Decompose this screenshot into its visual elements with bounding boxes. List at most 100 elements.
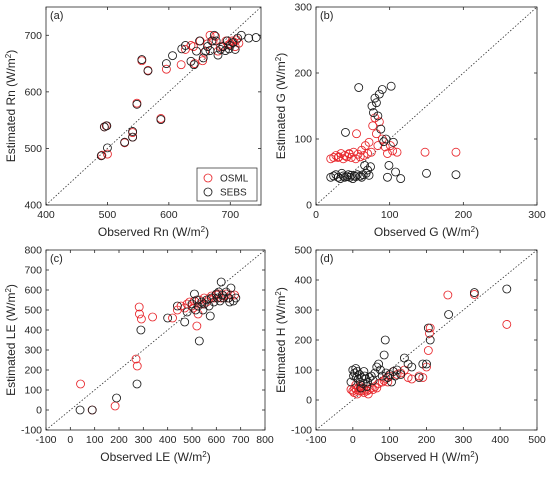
sebs-point: [379, 137, 389, 147]
y-tick-label: 100: [294, 134, 312, 146]
osml-point: [364, 137, 374, 147]
x-tick-label: 400: [491, 434, 509, 446]
sebs-point: [205, 311, 215, 321]
sebs-point: [132, 99, 142, 109]
sebs-point: [502, 284, 512, 294]
osml-point: [418, 373, 428, 382]
x-axis-label: Observed H (W/m2): [374, 450, 478, 465]
x-axis-label: Observed LE (W/m2): [100, 450, 210, 465]
osml-point: [131, 354, 141, 364]
x-tick-label: 500: [528, 434, 546, 446]
sebs-point: [161, 59, 171, 68]
sebs-point: [192, 46, 201, 56]
y-tick-label: 500: [24, 305, 42, 317]
y-axis-label: Estimated LE (W/m2): [4, 284, 19, 396]
x-tick-label: 700: [232, 434, 250, 446]
y-axis-label: Estimated G (W/m2): [274, 53, 289, 159]
x-tick-label: 0: [67, 434, 73, 446]
sebs-point: [363, 165, 372, 175]
sebs-point: [444, 310, 454, 319]
sebs-point: [112, 393, 121, 403]
x-tick-label: 400: [159, 434, 177, 446]
osml-point: [136, 314, 146, 324]
y-tick-label: 200: [294, 68, 312, 80]
sebs-point: [132, 379, 142, 389]
sebs-point: [357, 373, 367, 382]
sebs-point: [391, 167, 400, 177]
x-tick-label: 700: [222, 209, 240, 221]
osml-point: [148, 312, 158, 322]
panel-tag: (c): [50, 253, 63, 265]
sebs-point: [370, 368, 380, 378]
osml-point: [103, 149, 112, 159]
x-tick-label: 100: [381, 434, 399, 446]
sebs-point: [216, 45, 225, 54]
osml-point: [407, 374, 417, 384]
y-tick-label: 300: [24, 345, 42, 357]
sebs-point: [386, 81, 396, 91]
sebs-point: [369, 108, 378, 118]
y-tick-label: 200: [294, 335, 312, 347]
sebs-point: [374, 359, 384, 369]
sebs-point: [211, 289, 221, 299]
sebs-point: [228, 38, 238, 48]
legend-marker-osml: [203, 173, 213, 183]
osml-point: [134, 302, 144, 312]
osml-point: [368, 121, 378, 131]
osml-point: [363, 149, 372, 158]
x-tick-label: 300: [528, 209, 546, 221]
sebs-point: [380, 335, 390, 345]
x-tick-label: 200: [110, 434, 128, 446]
sebs-point: [192, 295, 202, 305]
sebs-point: [381, 368, 391, 378]
osml-point: [76, 379, 85, 389]
y-tick-label: 600: [24, 285, 42, 297]
sebs-point: [96, 151, 106, 161]
sebs-point: [195, 36, 204, 46]
x-tick-label: 100: [86, 434, 104, 446]
sebs-point: [422, 359, 431, 369]
x-tick-label: 600: [160, 209, 178, 221]
sebs-point: [128, 132, 138, 142]
sebs-point: [366, 162, 375, 172]
osml-point: [176, 60, 186, 70]
y-tick-label: 500: [294, 245, 312, 257]
sebs-point: [103, 143, 112, 153]
x-tick-label: 800: [256, 434, 274, 446]
osml-point: [340, 151, 350, 160]
osml-point: [403, 373, 413, 382]
osml-point: [388, 146, 398, 156]
sebs-point: [181, 41, 190, 50]
sebs-point: [209, 30, 219, 40]
sebs-point: [137, 55, 147, 65]
sebs-point: [205, 46, 215, 55]
y-tick-label: 600: [24, 86, 42, 98]
sebs-point: [136, 325, 146, 335]
y-tick-label: -100: [21, 425, 42, 437]
x-tick-label: 300: [455, 434, 473, 446]
sebs-point: [376, 365, 385, 375]
sebs-point: [189, 60, 199, 70]
panel-a-rn: 400 500 600 700 400 500 600 700 Observed Rn (W/m…: [4, 6, 262, 240]
x-tick-label: 300: [135, 434, 153, 446]
sebs-point: [102, 121, 112, 131]
x-tick-label: -100: [35, 434, 56, 446]
legend-label-osml: OSML: [220, 174, 249, 185]
sebs-point: [390, 371, 400, 381]
sebs-point: [224, 293, 233, 303]
sebs-point: [99, 122, 109, 132]
sebs-point: [329, 171, 339, 181]
one-to-one-line: [45, 249, 266, 431]
sebs-point: [377, 85, 387, 94]
y-tick-label: 400: [294, 275, 312, 287]
osml-point: [168, 313, 177, 323]
sebs-point: [341, 127, 350, 137]
y-tick-label: 300: [294, 2, 312, 14]
osml-point: [423, 346, 433, 355]
y-axis-label: Estimated Rn (W/m2): [4, 50, 19, 162]
panel-tag: (d): [320, 253, 333, 265]
x-axis-label: Observed Rn (W/m2): [98, 225, 209, 240]
y-axis-label: Estimated H (W/m2): [274, 287, 289, 393]
sebs-point: [230, 45, 240, 54]
y-tick-label: 800: [24, 245, 42, 257]
